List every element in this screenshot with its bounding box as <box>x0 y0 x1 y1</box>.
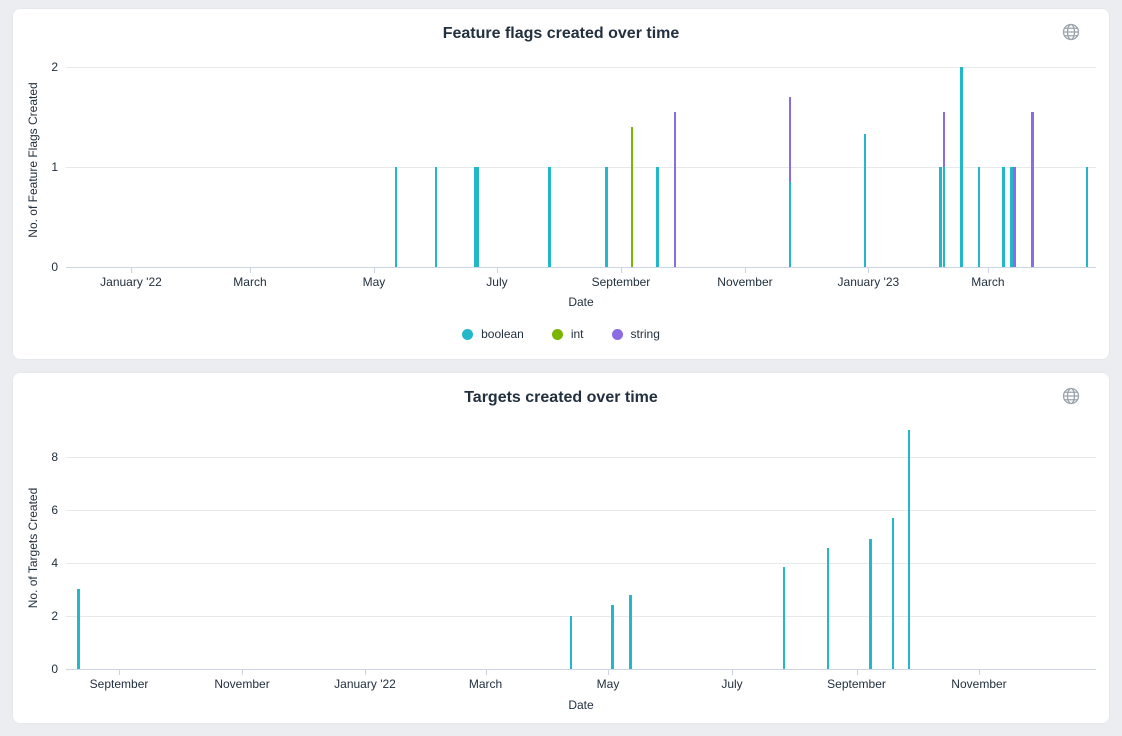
bar-boolean <box>788 182 792 267</box>
bar-boolean <box>1010 167 1013 267</box>
x-tick-label: May <box>362 275 386 289</box>
bar-string <box>673 112 677 267</box>
int-series-dot-icon <box>551 328 563 340</box>
x-tick-mark <box>249 268 251 273</box>
bar-boolean <box>863 134 867 267</box>
y-tick-label: 1 <box>51 160 58 174</box>
x-tick-mark <box>373 268 375 273</box>
bar-boolean <box>939 167 942 267</box>
x-tick-mark <box>365 670 366 675</box>
gridline <box>66 615 1096 617</box>
gridline <box>66 456 1096 458</box>
globe-icon[interactable] <box>1061 385 1083 407</box>
x-tick-label: September <box>89 677 149 691</box>
x-tick-label: November <box>951 677 1007 691</box>
targets-chart-card: Targets created over time No. of Targets… <box>12 372 1110 724</box>
bar-int <box>630 127 634 267</box>
bar-boolean <box>782 566 786 669</box>
bar-boolean <box>891 517 895 669</box>
x-axis-title: Date <box>568 295 594 309</box>
x-tick-mark <box>496 268 498 273</box>
x-tick-label: November <box>717 275 773 289</box>
x-tick-label: January '22 <box>100 275 162 289</box>
gridline <box>66 562 1096 564</box>
x-tick-label: July <box>721 677 743 691</box>
x-tick-label: March <box>971 275 1005 289</box>
y-tick-label: 0 <box>51 662 58 676</box>
legend-item-int[interactable]: int <box>551 327 584 341</box>
gridline <box>66 167 1096 168</box>
string-series-dot-icon <box>611 328 623 340</box>
bar-boolean <box>869 539 872 669</box>
x-tick-mark <box>978 670 980 675</box>
legend-label: string <box>630 327 660 341</box>
y-tick-label: 0 <box>51 260 58 274</box>
x-tick-mark <box>620 268 622 273</box>
y-tick-label: 4 <box>51 555 58 570</box>
x-tick-label: May <box>596 677 620 691</box>
bar-boolean <box>1002 167 1005 267</box>
bar-boolean <box>394 167 398 267</box>
x-tick-mark <box>130 268 132 273</box>
x-tick-mark <box>744 268 746 273</box>
x-tick-label: September <box>827 677 886 691</box>
bar-boolean <box>907 430 911 669</box>
bar-boolean <box>826 548 830 669</box>
bar-boolean <box>569 615 573 669</box>
x-tick-mark <box>242 670 244 675</box>
x-tick-mark <box>485 670 487 675</box>
x-tick-label: January '23 <box>837 275 900 289</box>
gridline <box>66 67 1096 68</box>
feature-flags-chart-card: Feature flags created over time No. of F… <box>12 8 1110 360</box>
plot-area-targets: 0 2 4 6 8 September November January '22 March Ma… <box>51 426 1096 691</box>
x-tick-mark <box>987 268 989 273</box>
chart-title: Targets created over time <box>464 389 658 406</box>
bar-boolean <box>434 167 438 267</box>
bar-boolean <box>611 605 614 669</box>
x-tick-mark <box>856 670 858 675</box>
y-tick-label: 2 <box>51 608 58 623</box>
bar-string <box>1031 112 1034 267</box>
bar-boolean <box>77 589 80 669</box>
x-axis-title: Date <box>568 698 594 712</box>
x-tick-mark <box>868 268 870 273</box>
bar-boolean <box>1085 167 1089 267</box>
bar-boolean <box>656 167 659 267</box>
legend: boolean int string <box>13 327 1109 341</box>
bar-boolean <box>548 167 551 267</box>
x-tick-label: March <box>468 677 503 691</box>
x-tick-label: January '22 <box>334 677 396 691</box>
gridline <box>66 509 1096 511</box>
x-tick-label: July <box>486 275 508 289</box>
x-tick-label: November <box>214 677 270 691</box>
x-tick-label: March <box>233 275 267 289</box>
plot-area-feature-flags: 0 1 2 January '22 March May July September Novem… <box>51 52 1096 289</box>
bar-boolean <box>977 167 981 267</box>
boolean-series-dot-icon <box>462 328 474 340</box>
x-tick-mark <box>607 670 609 675</box>
y-tick-label: 6 <box>51 502 58 517</box>
legend-label: boolean <box>481 327 524 341</box>
y-tick-label: 8 <box>51 449 58 464</box>
bar-boolean <box>942 167 946 267</box>
y-tick-label: 2 <box>51 60 58 74</box>
bar-boolean <box>960 67 963 267</box>
bar-boolean <box>629 594 632 669</box>
legend-label: int <box>570 327 584 341</box>
bar-boolean <box>474 167 480 267</box>
globe-icon[interactable] <box>1061 21 1083 43</box>
x-tick-label: September <box>591 275 651 289</box>
x-tick-mark <box>731 670 733 675</box>
bar-string <box>1013 167 1016 267</box>
legend-item-boolean[interactable]: boolean <box>462 327 524 341</box>
bar-boolean <box>605 167 608 267</box>
chart-title: Feature flags created over time <box>442 25 680 42</box>
legend-item-string[interactable]: string <box>611 327 660 341</box>
x-tick-mark <box>119 670 121 675</box>
